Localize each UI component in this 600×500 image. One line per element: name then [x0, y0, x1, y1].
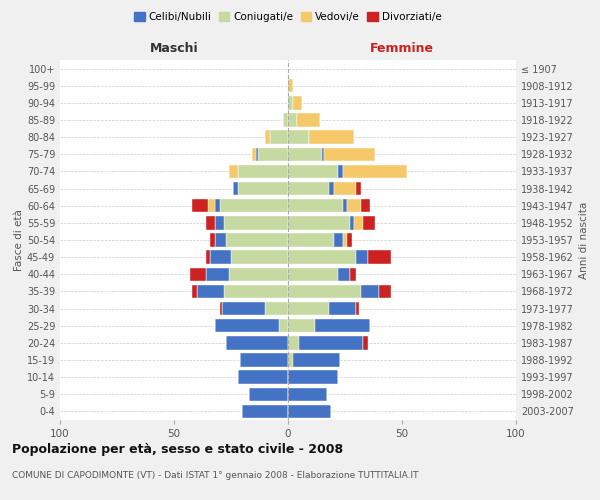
Bar	[256, 148, 259, 161]
Bar	[368, 250, 391, 264]
Bar	[197, 284, 224, 298]
Bar	[379, 284, 391, 298]
Bar	[288, 96, 293, 110]
Bar	[288, 302, 329, 316]
Bar	[347, 199, 361, 212]
Bar	[343, 234, 347, 246]
Bar	[288, 354, 293, 366]
Bar	[338, 164, 343, 178]
Bar	[288, 114, 297, 126]
Bar	[343, 199, 347, 212]
Bar	[363, 216, 374, 230]
Bar	[242, 404, 288, 418]
Bar	[283, 114, 288, 126]
Text: Maschi: Maschi	[149, 42, 199, 55]
Bar	[226, 336, 288, 349]
Bar	[208, 199, 215, 212]
Bar	[288, 284, 361, 298]
Bar	[222, 302, 265, 316]
Bar	[231, 250, 288, 264]
Bar	[361, 199, 370, 212]
Bar	[288, 388, 327, 401]
Bar	[215, 234, 226, 246]
Text: COMUNE DI CAPODIMONTE (VT) - Dati ISTAT 1° gennaio 2008 - Elaborazione TUTTITALI: COMUNE DI CAPODIMONTE (VT) - Dati ISTAT …	[12, 471, 419, 480]
Bar	[347, 234, 352, 246]
Bar	[288, 250, 356, 264]
Y-axis label: Anni di nascita: Anni di nascita	[579, 202, 589, 278]
Bar	[329, 302, 356, 316]
Bar	[206, 250, 211, 264]
Bar	[361, 284, 379, 298]
Bar	[350, 268, 356, 281]
Bar	[192, 284, 197, 298]
Bar	[220, 199, 288, 212]
Bar	[288, 336, 299, 349]
Bar	[293, 354, 340, 366]
Bar	[288, 268, 338, 281]
Bar	[226, 234, 288, 246]
Bar	[190, 268, 206, 281]
Legend: Celibi/Nubili, Coniugati/e, Vedovi/e, Divorziati/e: Celibi/Nubili, Coniugati/e, Vedovi/e, Di…	[130, 8, 446, 26]
Bar	[288, 216, 350, 230]
Bar	[316, 319, 370, 332]
Bar	[215, 216, 224, 230]
Bar	[229, 268, 288, 281]
Bar	[238, 370, 288, 384]
Bar	[249, 388, 288, 401]
Bar	[325, 148, 374, 161]
Bar	[288, 130, 308, 144]
Bar	[220, 302, 222, 316]
Bar	[215, 319, 279, 332]
Y-axis label: Fasce di età: Fasce di età	[14, 209, 24, 271]
Bar	[288, 404, 331, 418]
Bar	[238, 182, 288, 196]
Bar	[322, 148, 325, 161]
Bar	[288, 182, 329, 196]
Bar	[338, 268, 350, 281]
Bar	[356, 302, 359, 316]
Text: Femmine: Femmine	[370, 42, 434, 55]
Bar	[251, 148, 256, 161]
Bar	[356, 250, 368, 264]
Bar	[229, 164, 238, 178]
Bar	[211, 250, 231, 264]
Bar	[233, 182, 238, 196]
Bar	[288, 319, 316, 332]
Bar	[288, 199, 343, 212]
Bar	[288, 164, 338, 178]
Bar	[363, 336, 368, 349]
Bar	[329, 182, 334, 196]
Bar	[288, 370, 338, 384]
Bar	[334, 182, 356, 196]
Bar	[206, 268, 229, 281]
Bar	[308, 130, 354, 144]
Text: Popolazione per età, sesso e stato civile - 2008: Popolazione per età, sesso e stato civil…	[12, 442, 343, 456]
Bar	[206, 216, 215, 230]
Bar	[215, 199, 220, 212]
Bar	[259, 148, 288, 161]
Bar	[238, 164, 288, 178]
Bar	[211, 234, 215, 246]
Bar	[224, 284, 288, 298]
Bar	[240, 354, 288, 366]
Bar	[354, 216, 363, 230]
Bar	[334, 234, 343, 246]
Bar	[293, 96, 302, 110]
Bar	[265, 302, 288, 316]
Bar	[288, 148, 322, 161]
Bar	[297, 114, 320, 126]
Bar	[192, 199, 208, 212]
Bar	[224, 216, 288, 230]
Bar	[299, 336, 363, 349]
Bar	[350, 216, 354, 230]
Bar	[279, 319, 288, 332]
Bar	[343, 164, 407, 178]
Bar	[288, 234, 334, 246]
Bar	[288, 79, 293, 92]
Bar	[265, 130, 270, 144]
Bar	[356, 182, 361, 196]
Bar	[270, 130, 288, 144]
